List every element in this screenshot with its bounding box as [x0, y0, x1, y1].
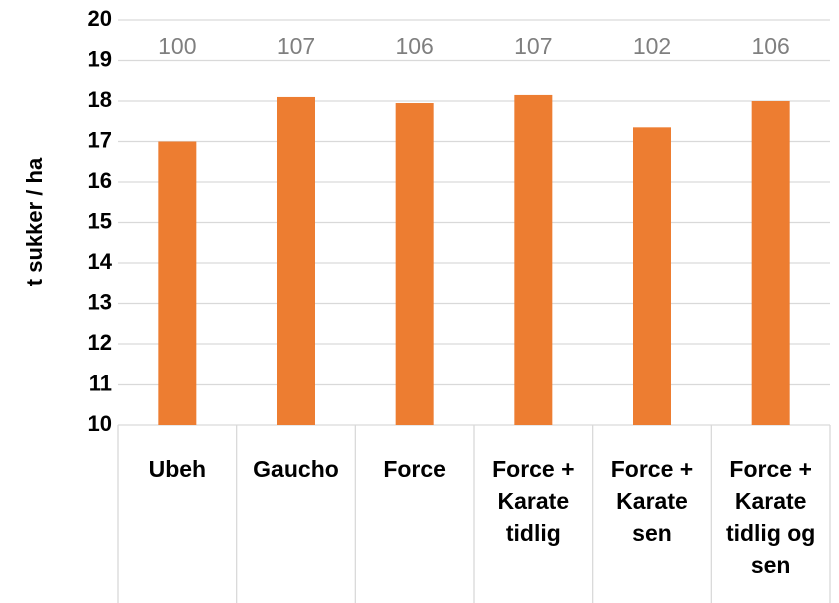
- index-label: 106: [395, 33, 433, 59]
- x-tick-label: Force: [383, 456, 446, 482]
- index-label: 100: [158, 33, 196, 59]
- x-tick-label: Force + Karate sen: [610, 456, 694, 546]
- index-label: 106: [751, 33, 789, 59]
- y-tick-label: 19: [88, 46, 112, 71]
- x-tick-label: Ubeh: [148, 456, 207, 482]
- y-tick-label: 20: [88, 6, 112, 31]
- y-tick-label: 17: [88, 127, 112, 152]
- y-tick-label: 13: [88, 289, 112, 314]
- y-tick-label: 15: [88, 208, 112, 233]
- y-tick-label: 16: [88, 168, 112, 193]
- index-label: 102: [633, 33, 671, 59]
- bar: [633, 127, 671, 425]
- y-tick-label: 11: [89, 370, 112, 395]
- index-label: 107: [277, 33, 315, 59]
- x-tick-label: Gaucho: [253, 456, 339, 482]
- x-tick-label: Force + Karate tidlig: [492, 456, 575, 546]
- y-axis-label: t sukker / ha: [22, 157, 47, 286]
- y-tick-label: 14: [88, 249, 113, 274]
- y-tick-label: 12: [88, 330, 112, 355]
- bar: [514, 94, 553, 426]
- bar: [751, 101, 790, 425]
- x-tick-label: Force + Karate tidlig og sen: [725, 456, 816, 578]
- bar: [395, 103, 434, 426]
- bar: [158, 141, 197, 425]
- y-tick-label: 18: [88, 87, 112, 112]
- y-tick-label: 10: [88, 411, 112, 436]
- index-label: 107: [514, 33, 552, 59]
- bar: [277, 96, 315, 425]
